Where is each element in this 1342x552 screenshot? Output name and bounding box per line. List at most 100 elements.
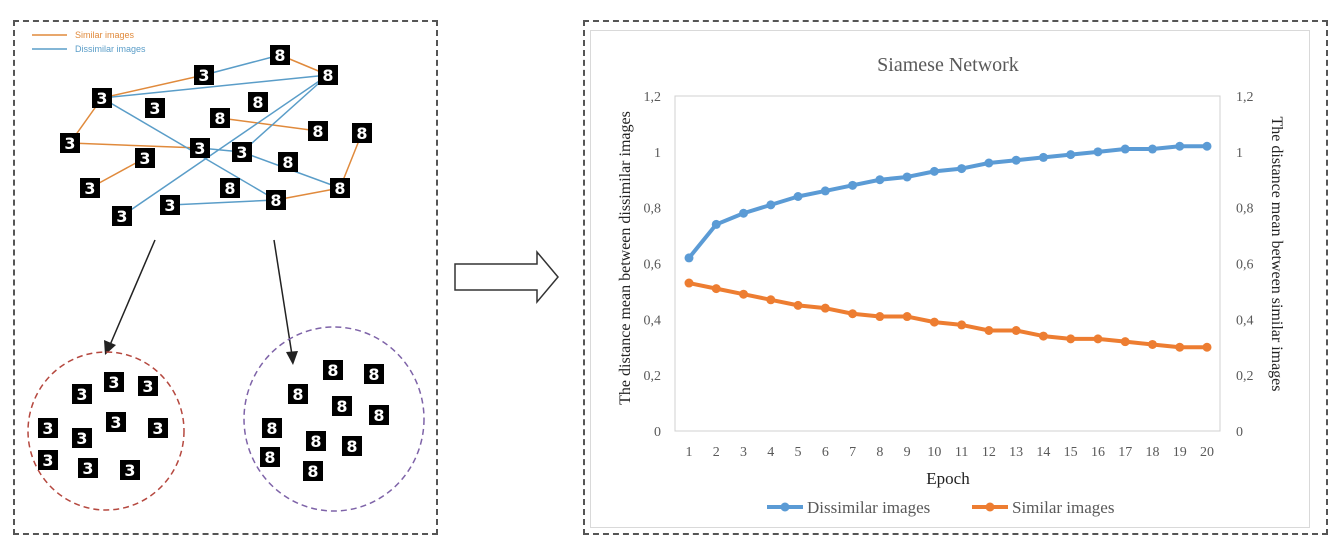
data-point-similar bbox=[984, 326, 994, 335]
data-point-dissimilar bbox=[1202, 141, 1212, 151]
digit-8-tile: 8 bbox=[330, 178, 350, 198]
cluster-8-digit: 8 bbox=[323, 360, 343, 380]
cluster-3-digit: 3 bbox=[38, 418, 58, 438]
digit-8-tile: 8 bbox=[210, 108, 230, 128]
y-axis-right: 0 0,2 0,4 0,6 0,8 1 1,2 bbox=[1236, 90, 1254, 440]
cluster-3-digit-glyph: 3 bbox=[76, 429, 87, 448]
cluster-8-digit-glyph: 8 bbox=[368, 365, 379, 384]
data-point-dissimilar bbox=[1066, 150, 1076, 160]
digit-3-tile: 3 bbox=[194, 65, 214, 85]
x-tick-label: 10 bbox=[927, 445, 941, 460]
x-tick-label: 13 bbox=[1009, 445, 1023, 460]
cluster-8-digit-glyph: 8 bbox=[264, 448, 275, 467]
y-tick-left-label: 0,6 bbox=[644, 258, 662, 273]
digit-3-tile-glyph: 3 bbox=[149, 99, 160, 118]
x-tick-label: 5 bbox=[795, 445, 802, 460]
x-tick-label: 17 bbox=[1118, 445, 1132, 460]
cluster-8-digit-glyph: 8 bbox=[292, 385, 303, 404]
digit-3-tile: 3 bbox=[80, 178, 100, 198]
digit-3-tile: 3 bbox=[92, 88, 112, 108]
x-tick-label: 16 bbox=[1091, 445, 1105, 460]
cluster-8-digit-glyph: 8 bbox=[307, 462, 318, 481]
digit-3-tile-glyph: 3 bbox=[64, 134, 75, 153]
x-tick-label: 18 bbox=[1145, 445, 1159, 460]
digit-3-tile-glyph: 3 bbox=[139, 149, 150, 168]
plot-area bbox=[674, 95, 1221, 432]
dissimilar-edges bbox=[101, 54, 341, 217]
cluster-8-digit: 8 bbox=[303, 461, 323, 481]
y-tick-right-label: 0 bbox=[1236, 425, 1243, 440]
series-line-dissimilar bbox=[687, 144, 1207, 260]
arrowhead-cluster-3 bbox=[104, 340, 116, 355]
legend-swatch-marker bbox=[780, 502, 790, 512]
digit-8-tile: 8 bbox=[270, 45, 290, 65]
cluster-8-digit-glyph: 8 bbox=[336, 397, 347, 416]
data-point-similar bbox=[1147, 339, 1157, 349]
x-tick-label: 9 bbox=[904, 445, 911, 460]
cluster-8-digit: 8 bbox=[364, 364, 384, 384]
cluster-3-digit: 3 bbox=[148, 418, 168, 438]
cluster-3-digit: 3 bbox=[104, 372, 124, 392]
arrow-to-cluster-8 bbox=[273, 239, 293, 356]
series-group bbox=[684, 141, 1212, 352]
digit-3-tile: 3 bbox=[190, 138, 210, 158]
data-point-dissimilar bbox=[984, 158, 994, 168]
data-point-similar bbox=[820, 303, 830, 313]
data-point-similar bbox=[766, 295, 776, 305]
digit-3-tile: 3 bbox=[112, 206, 132, 226]
digit-3-tile-glyph: 3 bbox=[164, 196, 175, 215]
arrow-to-cluster-3 bbox=[109, 239, 156, 346]
pair-graph-diagram: Similar images Dissimilar images 3 3 3 3 3 3 3… bbox=[27, 30, 559, 512]
x-tick-label: 4 bbox=[767, 445, 774, 460]
y-tick-left-label: 0 bbox=[654, 425, 661, 440]
cluster-3-digit: 3 bbox=[138, 376, 158, 396]
y-tick-left-label: 1,2 bbox=[644, 90, 662, 105]
y-tick-right-label: 0,2 bbox=[1236, 369, 1254, 384]
digit-8-tile-glyph: 8 bbox=[274, 46, 285, 65]
legend-swatch-marker bbox=[985, 502, 995, 512]
y-tick-right-label: 1,2 bbox=[1236, 90, 1254, 105]
x-tick-label: 6 bbox=[822, 445, 829, 460]
x-tick-label: 15 bbox=[1064, 445, 1078, 460]
x-tick-label: 1 bbox=[686, 445, 693, 460]
x-tick-label: 3 bbox=[740, 445, 747, 460]
cluster-3-digit-glyph: 3 bbox=[152, 419, 163, 438]
data-point-similar bbox=[1093, 334, 1103, 344]
cluster-8-digit: 8 bbox=[262, 418, 282, 438]
y-tick-right-label: 0,8 bbox=[1236, 202, 1254, 217]
data-point-similar bbox=[739, 289, 749, 299]
data-point-similar bbox=[875, 312, 885, 322]
y-tick-right-label: 0,6 bbox=[1236, 258, 1254, 273]
data-point-dissimilar bbox=[929, 166, 939, 176]
data-point-similar bbox=[793, 300, 803, 310]
y-tick-right-label: 1 bbox=[1236, 146, 1243, 161]
cluster-3-digit: 3 bbox=[120, 460, 140, 480]
cluster-8-digit: 8 bbox=[288, 384, 308, 404]
cluster-3-digit-glyph: 3 bbox=[42, 419, 53, 438]
data-point-similar bbox=[957, 320, 967, 330]
cluster-8-digit: 8 bbox=[369, 405, 389, 425]
x-axis: 1 2 3 4 5 6 7 8 9 10 11 12 13 14 15 16 17 18 19 20 bbox=[686, 445, 1215, 460]
x-tick-label: 11 bbox=[955, 445, 968, 460]
data-point-dissimilar bbox=[1120, 144, 1130, 154]
digit-8-tile: 8 bbox=[308, 121, 328, 141]
digit-3-tile-glyph: 3 bbox=[194, 139, 205, 158]
digit-8-tile: 8 bbox=[248, 92, 268, 112]
digit-8-tile: 8 bbox=[352, 123, 372, 143]
cluster-8-ellipse bbox=[243, 326, 425, 512]
chart-frame bbox=[590, 30, 1310, 528]
similar-legend-label: Similar images bbox=[75, 30, 135, 40]
x-tick-label: 20 bbox=[1200, 445, 1214, 460]
data-point-dissimilar bbox=[766, 200, 776, 210]
data-point-similar bbox=[1202, 342, 1212, 352]
digit-3-tile-glyph: 3 bbox=[96, 89, 107, 108]
digit-3-tile: 3 bbox=[145, 98, 165, 118]
data-point-similar bbox=[711, 284, 721, 294]
digit-3-tile-glyph: 3 bbox=[236, 143, 247, 162]
x-tick-label: 12 bbox=[982, 445, 996, 460]
digit-8-tile-glyph: 8 bbox=[356, 124, 367, 143]
data-point-dissimilar bbox=[739, 208, 749, 218]
digit-3-tile-glyph: 3 bbox=[84, 179, 95, 198]
data-point-dissimilar bbox=[848, 180, 858, 190]
